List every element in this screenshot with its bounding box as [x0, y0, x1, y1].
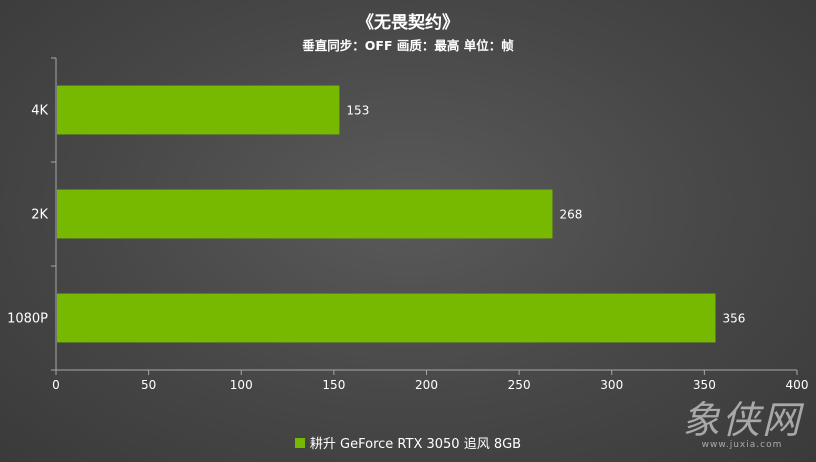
x-tick-label: 100: [230, 378, 253, 392]
watermark-url: www.juxia.com: [701, 440, 783, 450]
x-tick-label: 150: [322, 378, 345, 392]
data-label: 268: [559, 208, 582, 222]
data-label: 153: [346, 104, 369, 118]
bar: [57, 189, 553, 239]
watermark-logo: 象侠网: [681, 398, 802, 442]
data-label: 356: [722, 312, 745, 326]
x-tick-label: 0: [52, 378, 60, 392]
x-tick-label: 200: [415, 378, 438, 392]
chart-title: 《无畏契约》: [357, 13, 459, 33]
legend-label: 耕升 GeForce RTX 3050 追风 8GB: [309, 437, 522, 452]
watermark: 象侠网 www.juxia.com: [682, 400, 802, 450]
legend-swatch: [294, 438, 305, 448]
x-tick-label: 300: [600, 378, 623, 392]
bar: [57, 85, 340, 135]
x-tick-label: 350: [693, 378, 716, 392]
bar: [57, 293, 716, 343]
category-label: 4K: [31, 104, 48, 119]
category-label: 2K: [31, 208, 48, 223]
x-tick-label: 50: [141, 378, 156, 392]
legend: 耕升 GeForce RTX 3050 追风 8GB: [0, 433, 816, 452]
chart-subtitle: 垂直同步：OFF 画质：最高 单位：帧: [302, 38, 514, 53]
x-tick-label: 250: [508, 378, 531, 392]
x-tick-label: 400: [786, 378, 809, 392]
category-label: 1080P: [7, 312, 48, 327]
